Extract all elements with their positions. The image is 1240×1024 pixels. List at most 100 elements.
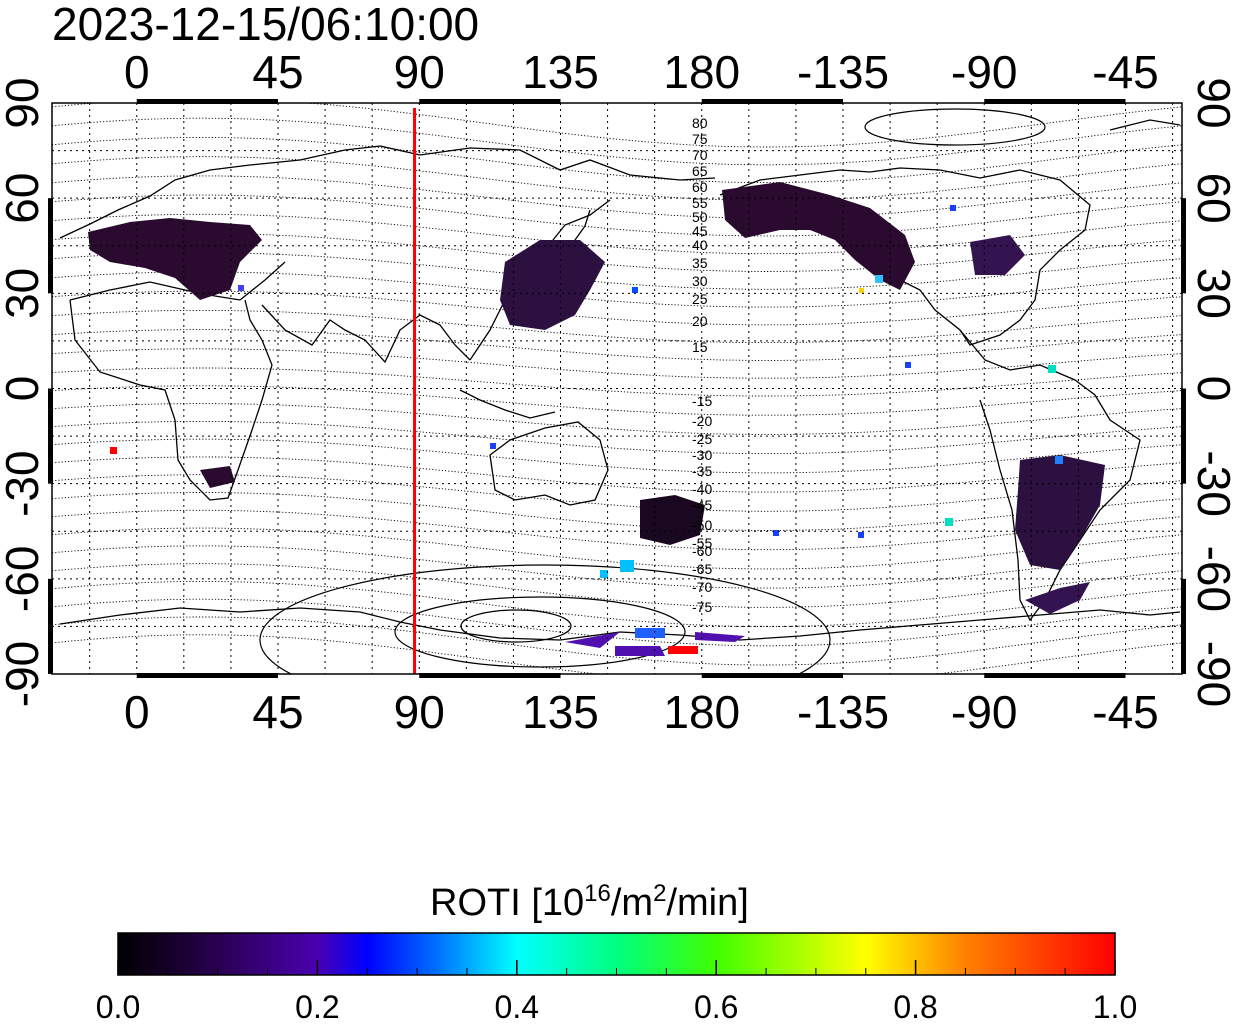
contour-label: -25 — [692, 431, 712, 447]
contour-line — [52, 233, 1182, 272]
contour-label: -35 — [692, 463, 712, 479]
right-edge-bar — [1181, 578, 1186, 674]
contour-label: -30 — [692, 447, 712, 463]
bottom-lon-ticks: 0 45 90 135 180 -135 -90 -45 — [124, 686, 1159, 738]
magnetic-latitude-contours — [52, 103, 1182, 674]
top-lon-tick-label: 135 — [522, 46, 599, 98]
bottom-edge-bar — [136, 673, 278, 678]
contour-label: 65 — [692, 163, 708, 179]
contour-line — [52, 492, 1182, 531]
left-edge-bar — [48, 198, 53, 294]
axis-edge-bars — [48, 99, 1186, 678]
colorbar-tick-label: 0.4 — [495, 989, 539, 1024]
roti-data — [88, 182, 1105, 656]
right-lat-tick-label: -60 — [1188, 546, 1240, 612]
left-lat-ticks: 90 60 30 0 -30 -60 -90 — [0, 77, 48, 707]
contour-label: -50 — [692, 517, 712, 533]
timestamp: 2023-12-15/06:10:00 — [52, 0, 480, 50]
contour-label: -15 — [692, 393, 712, 409]
right-lat-tick-label: 90 — [1188, 77, 1240, 128]
contour-line — [52, 598, 1182, 647]
contour-line — [52, 348, 1182, 379]
right-lat-tick-label: -30 — [1188, 450, 1240, 516]
right-lat-tick-label: -90 — [1188, 641, 1240, 707]
contour-line — [52, 420, 1182, 455]
contour-line — [52, 403, 1182, 435]
colorbar-tick-label: 0.6 — [694, 989, 738, 1024]
bottom-lon-tick-label: -45 — [1092, 686, 1158, 738]
right-lat-ticks: 90 60 30 0 -30 -60 -90 — [1188, 77, 1240, 707]
contour-label: 75 — [692, 131, 708, 147]
top-lon-tick-label: -135 — [797, 46, 889, 98]
contour-line — [52, 367, 1182, 397]
contour-line — [52, 252, 1182, 290]
contour-label: 70 — [692, 147, 708, 163]
contour-label: -75 — [692, 599, 712, 615]
contour-line — [52, 103, 1182, 148]
left-lat-tick-label: -30 — [0, 450, 48, 516]
contour-label: -60 — [692, 543, 712, 559]
top-lon-ticks: 0 45 90 135 180 -135 -90 -45 — [124, 46, 1159, 98]
colorbar-title-end: /min] — [666, 882, 749, 924]
left-lat-tick-label: 60 — [0, 173, 48, 224]
colorbar-tick-label: 0.2 — [295, 989, 339, 1024]
contour-label: -65 — [692, 561, 712, 577]
contour-line — [52, 385, 1182, 416]
contour-line — [52, 194, 1182, 237]
contour-label: 45 — [692, 223, 708, 239]
left-lat-tick-label: 0 — [0, 376, 48, 402]
contour-line — [52, 117, 1182, 166]
contour-line — [52, 580, 1182, 628]
bottom-lon-tick-label: 0 — [124, 686, 150, 738]
bottom-edge-bar — [984, 673, 1126, 678]
right-lat-tick-label: 60 — [1188, 173, 1240, 224]
top-lon-tick-label: -90 — [951, 46, 1017, 98]
top-lon-tick-label: 0 — [124, 46, 150, 98]
top-edge-bar — [419, 99, 561, 104]
colorbar-title-exp2: 2 — [653, 880, 667, 907]
bottom-lon-tick-label: -135 — [797, 686, 889, 738]
colorbar-title-exp1: 16 — [584, 880, 611, 907]
colorbar-tick-label: 1.0 — [1093, 989, 1137, 1024]
top-lon-tick-label: 90 — [394, 46, 445, 98]
contour-label: -70 — [692, 579, 712, 595]
top-lon-tick-label: 180 — [663, 46, 740, 98]
contour-label: -45 — [692, 497, 712, 513]
contour-label: -55 — [692, 535, 712, 551]
colorbar-title-main: ROTI [10 — [430, 882, 585, 924]
top-edge-bar — [136, 99, 278, 104]
colorbar-tick-label: 0.0 — [96, 989, 140, 1024]
colorbar-ticks: 0.0 0.2 0.4 0.6 0.8 1.0 — [96, 960, 1137, 1024]
top-edge-bar — [984, 99, 1126, 104]
contour-label: 60 — [692, 179, 708, 195]
right-lat-tick-label: 0 — [1188, 376, 1240, 402]
contour-line — [52, 616, 1182, 666]
contour-line — [52, 545, 1182, 589]
bottom-edge-bar — [419, 673, 561, 678]
contour-label: 40 — [692, 237, 708, 253]
bottom-lon-tick-label: 45 — [252, 686, 303, 738]
colorbar-title-mid: /m — [610, 882, 654, 924]
colorbar-tick-label: 0.8 — [893, 989, 937, 1024]
contour-line — [52, 175, 1182, 219]
top-lon-tick-label: -45 — [1092, 46, 1158, 98]
contour-label: 20 — [692, 313, 708, 329]
left-lat-tick-label: -90 — [0, 641, 48, 707]
top-edge-bar — [701, 99, 843, 104]
contour-line — [52, 290, 1182, 326]
right-edge-bar — [1181, 388, 1186, 484]
right-edge-bar — [1181, 198, 1186, 294]
contour-line — [52, 309, 1182, 344]
bottom-lon-tick-label: -90 — [951, 686, 1017, 738]
contour-label: 25 — [692, 291, 708, 307]
contour-label: 80 — [692, 115, 708, 131]
contour-label: 30 — [692, 273, 708, 289]
left-edge-bar — [48, 578, 53, 674]
left-lat-tick-label: 90 — [0, 77, 48, 128]
contour-line — [52, 563, 1182, 608]
left-edge-bar — [48, 388, 53, 484]
colorbar-title: ROTI [1016/m2/min] — [430, 872, 749, 925]
bottom-lon-tick-label: 90 — [394, 686, 445, 738]
